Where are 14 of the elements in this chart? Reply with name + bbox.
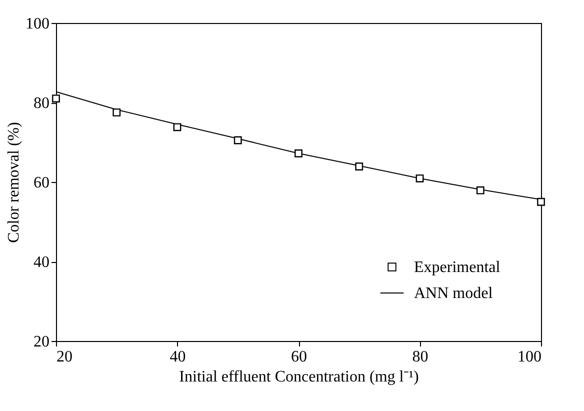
legend-label: ANN model xyxy=(414,285,494,302)
y-axis-title: Color removal (%) xyxy=(6,122,22,243)
x-axis-title: Initial effluent Concentration (mg l⁻¹) xyxy=(179,368,419,386)
x-tick-label: 20 xyxy=(56,348,72,366)
y-tick-label: 80 xyxy=(34,95,50,112)
y-tick-label: 40 xyxy=(34,254,50,271)
x-tick-label: 40 xyxy=(170,348,186,366)
x-tick-label: 60 xyxy=(291,348,307,366)
y-tick-label: 20 xyxy=(34,334,50,350)
y-tick-label: 60 xyxy=(34,174,50,192)
y-tick-label: 100 xyxy=(26,16,50,32)
legend-label: Experimental xyxy=(414,259,501,276)
x-tick-label: 100 xyxy=(518,348,542,366)
x-tick-label: 80 xyxy=(412,348,428,366)
